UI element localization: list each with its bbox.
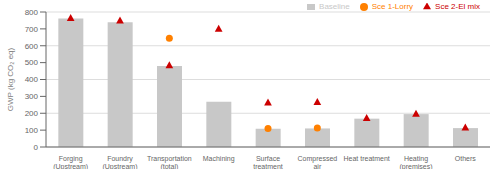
svg-text:800: 800 xyxy=(25,8,39,17)
svg-text:500: 500 xyxy=(25,58,39,67)
svg-text:600: 600 xyxy=(25,42,39,51)
svg-text:Heating(premises): Heating(premises) xyxy=(399,155,432,169)
svg-text:Heat treatment: Heat treatment xyxy=(344,155,390,162)
html-text:Sce 2-El mix: Sce 2-El mix xyxy=(435,2,480,11)
svg-text:200: 200 xyxy=(25,109,39,118)
svg-text:Others: Others xyxy=(455,155,477,162)
svg-text:Surfacetreatment: Surfacetreatment xyxy=(253,155,283,169)
svg-text:300: 300 xyxy=(25,92,39,101)
svg-text:Foundry(Upstream): Foundry(Upstream) xyxy=(102,155,137,169)
svg-text:700: 700 xyxy=(25,25,39,34)
html-text:Baseline: Baseline xyxy=(319,2,350,11)
svg-text:100: 100 xyxy=(25,126,39,135)
svg-text:GWP (kg CO₂ eq): GWP (kg CO₂ eq) xyxy=(8,47,15,111)
svg-text:Forging(Upstream): Forging(Upstream) xyxy=(53,155,88,169)
html-text:Sce 1-Lorry: Sce 1-Lorry xyxy=(371,2,414,11)
svg-text:Machining: Machining xyxy=(203,155,235,163)
svg-text:400: 400 xyxy=(25,75,39,84)
svg-text:0: 0 xyxy=(34,143,39,152)
svg-text:Compressedair: Compressedair xyxy=(297,155,337,169)
svg-text:Transportation(total): Transportation(total) xyxy=(147,155,192,169)
